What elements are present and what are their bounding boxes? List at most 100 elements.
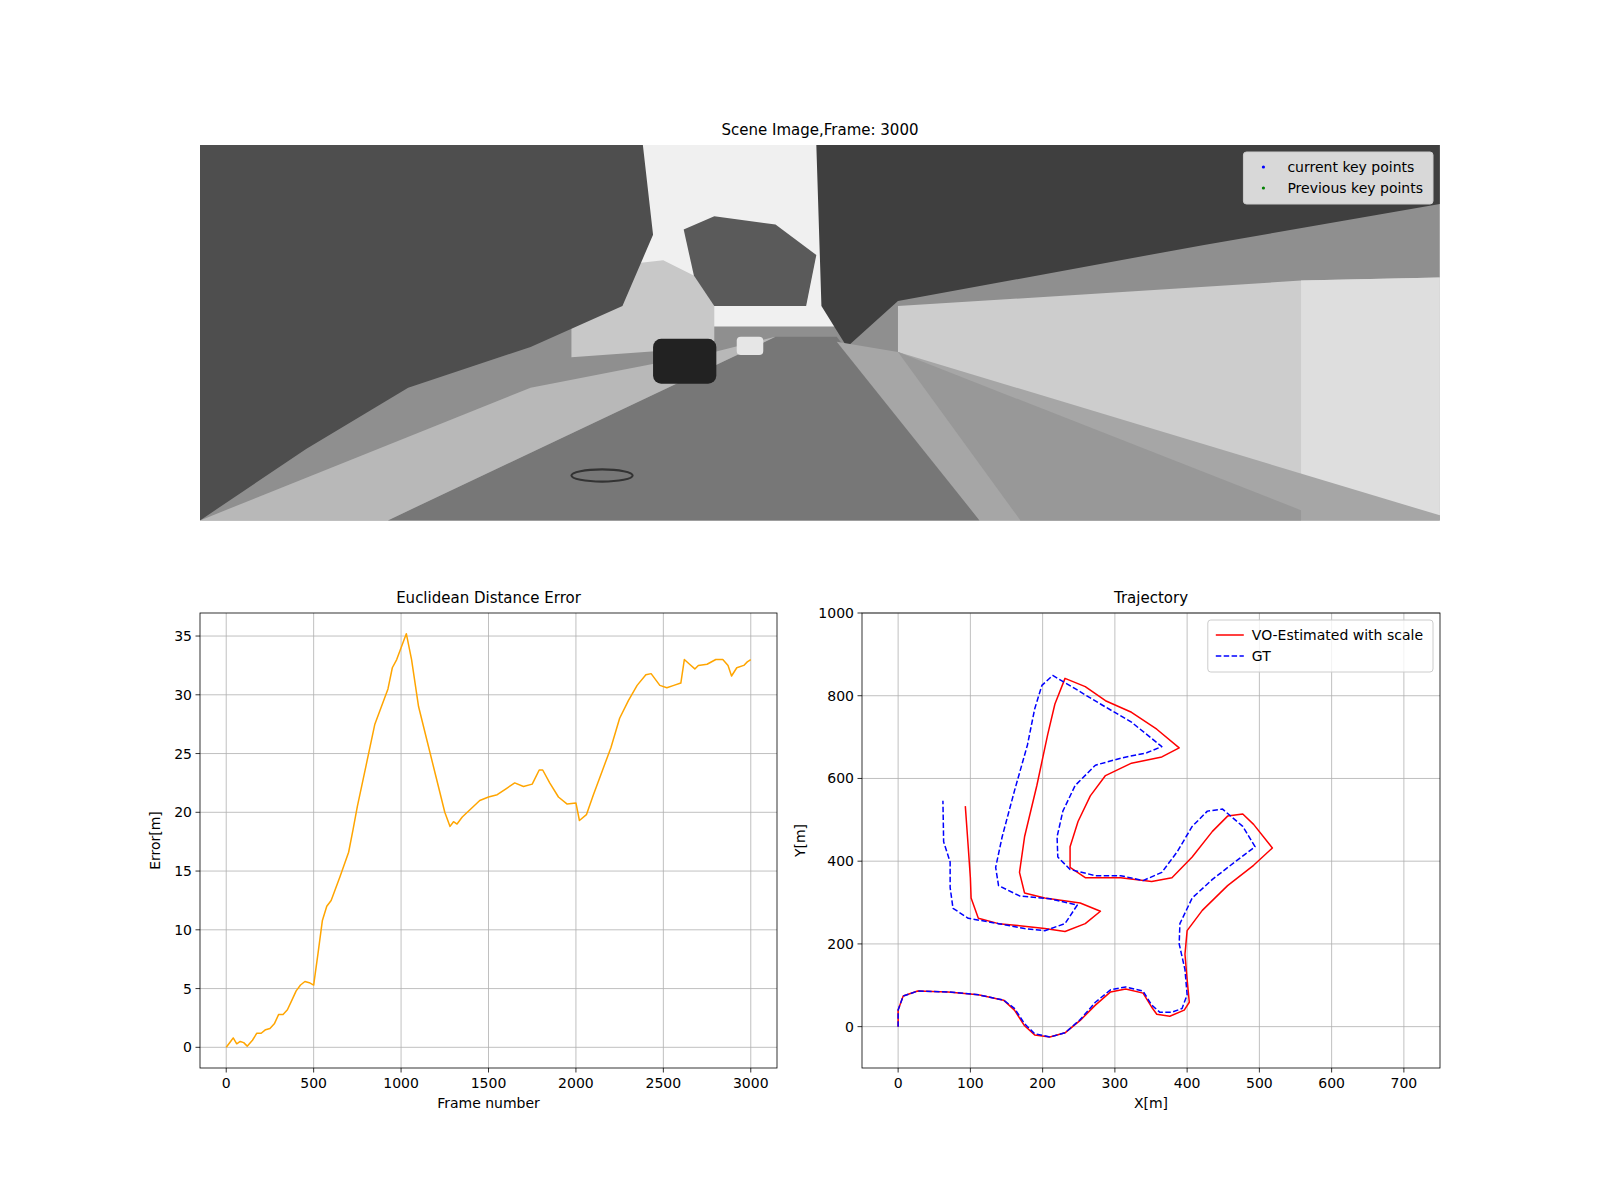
legend-box	[1208, 620, 1433, 672]
tick-label: 200	[1029, 1075, 1056, 1091]
grid-line	[575, 613, 576, 1068]
series-line	[898, 675, 1255, 1037]
right-sidewalk	[837, 342, 1440, 521]
grid-line	[401, 613, 402, 1068]
parked-car	[737, 337, 764, 355]
tick	[196, 929, 201, 930]
tick	[1403, 1068, 1404, 1073]
grid-line	[1042, 613, 1043, 1068]
tick	[858, 1026, 863, 1027]
axes-frame	[862, 613, 1440, 1068]
x-label: X[m]	[1134, 1095, 1168, 1111]
tick-label: 100	[957, 1075, 984, 1091]
grid-line	[200, 753, 777, 754]
y-label: Y[m]	[792, 824, 808, 858]
grid-line	[862, 861, 1440, 862]
tick-label: 5	[183, 981, 192, 997]
tick	[313, 1068, 314, 1073]
grid-line	[313, 613, 314, 1068]
legend-box	[1243, 152, 1433, 204]
plot-area	[898, 675, 1272, 1037]
legend-marker	[1262, 186, 1265, 189]
grid-line	[1403, 613, 1404, 1068]
grid-line	[663, 613, 664, 1068]
tick-label: 0	[894, 1075, 903, 1091]
tick	[196, 636, 201, 637]
x-label: Frame number	[437, 1095, 540, 1111]
tick	[1259, 1068, 1260, 1073]
plot-area	[226, 634, 751, 1048]
legend-label: current key points	[1287, 159, 1414, 175]
legend-line	[1216, 634, 1244, 636]
tick	[858, 613, 863, 614]
tick-label: 30	[174, 687, 192, 703]
grid-line	[200, 694, 777, 695]
tick	[858, 943, 863, 944]
title: Euclidean Distance Error	[396, 589, 582, 607]
tick	[663, 1068, 664, 1073]
tick-label: 1000	[818, 605, 854, 621]
grid-line	[862, 778, 1440, 779]
tick	[196, 753, 201, 754]
tick	[970, 1068, 971, 1073]
grid-line	[1259, 613, 1260, 1068]
left-sidewalk	[200, 337, 776, 521]
tick	[575, 1068, 576, 1073]
tick-label: 600	[1318, 1075, 1345, 1091]
tick-label: 500	[1246, 1075, 1273, 1091]
grid-line	[862, 943, 1440, 944]
grid-line	[200, 871, 777, 872]
grid-line	[226, 613, 227, 1068]
center-tree	[684, 216, 817, 306]
tick-label: 35	[174, 628, 192, 644]
grid-line	[200, 1047, 777, 1048]
tick-label: 0	[845, 1019, 854, 1035]
tick-label: 400	[827, 853, 854, 869]
legend: current key pointsPrevious key points	[1243, 152, 1433, 204]
tick-label: 3000	[733, 1075, 769, 1091]
tick-label: 300	[1102, 1075, 1129, 1091]
title: Scene Image,Frame: 3000	[722, 121, 919, 139]
grid-line	[200, 636, 777, 637]
legend: VO-Estimated with scaleGT	[1208, 620, 1433, 672]
legend-label: VO-Estimated with scale	[1252, 627, 1423, 643]
tick-label: 0	[183, 1039, 192, 1055]
tick-label: 400	[1174, 1075, 1201, 1091]
tick-label: 0	[222, 1075, 231, 1091]
tick-label: 600	[827, 770, 854, 786]
tick	[750, 1068, 751, 1073]
tick	[1331, 1068, 1332, 1073]
grid-line	[488, 613, 489, 1068]
grid-line	[1187, 613, 1188, 1068]
title: Trajectory	[1113, 589, 1188, 607]
tick	[858, 861, 863, 862]
tick	[898, 1068, 899, 1073]
tick-label: 200	[827, 936, 854, 952]
axes-frame	[200, 613, 777, 1068]
tick	[1187, 1068, 1188, 1073]
tick-label: 20	[174, 804, 192, 820]
tick	[858, 778, 863, 779]
legend-line	[1216, 655, 1244, 657]
tick	[196, 1047, 201, 1048]
wall-shadow	[898, 352, 1301, 520]
tick	[196, 812, 201, 813]
tick	[1042, 1068, 1043, 1073]
scene-image	[200, 145, 1440, 520]
manhole	[571, 469, 632, 481]
tick-label: 25	[174, 746, 192, 762]
tick	[196, 988, 201, 989]
tick-label: 10	[174, 922, 192, 938]
grid-line	[200, 988, 777, 989]
scene-layer	[200, 145, 1440, 520]
tick-label: 1000	[383, 1075, 419, 1091]
series-line	[898, 678, 1272, 1037]
tick-label: 2500	[646, 1075, 682, 1091]
grid-line	[898, 613, 899, 1068]
grid-line	[200, 929, 777, 930]
grid-line	[200, 812, 777, 813]
tick	[488, 1068, 489, 1073]
series-line	[226, 634, 751, 1048]
scene-base	[200, 145, 1440, 520]
parked-car	[653, 339, 716, 384]
